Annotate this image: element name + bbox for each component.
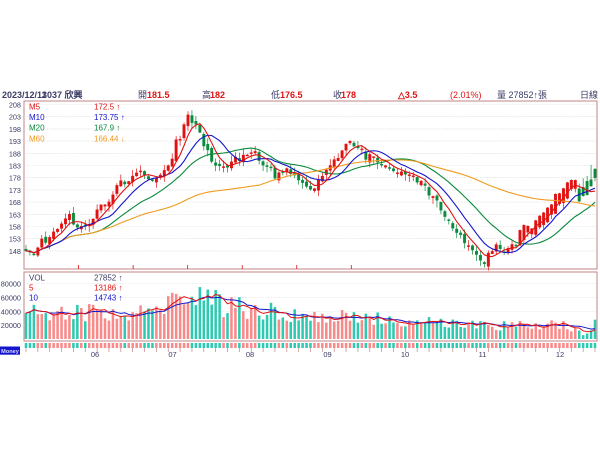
svg-text:08: 08 <box>246 350 254 359</box>
svg-text:173.75 ↑: 173.75 ↑ <box>94 113 125 122</box>
svg-text:183: 183 <box>9 162 21 171</box>
svg-text:M20: M20 <box>29 124 45 133</box>
svg-text:80000: 80000 <box>1 280 21 289</box>
svg-text:181.5: 181.5 <box>147 90 170 100</box>
svg-text:M10: M10 <box>29 113 45 122</box>
svg-text:173: 173 <box>9 186 21 195</box>
svg-text:148: 148 <box>9 247 21 256</box>
svg-text:11: 11 <box>479 350 487 359</box>
svg-text:182: 182 <box>210 90 225 100</box>
svg-text:203: 203 <box>9 113 21 122</box>
svg-text:208: 208 <box>9 101 21 110</box>
svg-text:M60: M60 <box>29 134 45 143</box>
svg-text:27852 ↑: 27852 ↑ <box>94 273 122 282</box>
svg-text:40000: 40000 <box>1 307 21 316</box>
svg-text:12: 12 <box>556 350 564 359</box>
svg-text:5: 5 <box>29 283 34 292</box>
svg-text:163: 163 <box>9 210 21 219</box>
svg-text:167.9 ↑: 167.9 ↑ <box>94 124 120 133</box>
svg-text:20000: 20000 <box>1 321 21 330</box>
svg-text:Money: Money <box>1 349 20 355</box>
svg-text:153: 153 <box>9 235 21 244</box>
svg-text:198: 198 <box>9 125 21 134</box>
svg-text:開: 開 <box>138 90 147 100</box>
svg-text:10: 10 <box>401 350 409 359</box>
svg-text:量 27852↑張: 量 27852↑張 <box>497 90 547 100</box>
svg-text:168: 168 <box>9 198 21 207</box>
svg-text:2023/12/11: 2023/12/11 <box>2 90 47 100</box>
svg-text:13186 ↑: 13186 ↑ <box>94 283 122 292</box>
svg-text:06: 06 <box>91 350 99 359</box>
svg-text:10: 10 <box>29 293 38 302</box>
svg-text:低: 低 <box>271 89 280 100</box>
svg-text:M5: M5 <box>29 102 41 111</box>
svg-text:166.44 ↓: 166.44 ↓ <box>94 134 125 143</box>
svg-text:09: 09 <box>323 350 331 359</box>
svg-text:158: 158 <box>9 223 21 232</box>
svg-text:188: 188 <box>9 149 21 158</box>
svg-text:3037 欣興: 3037 欣興 <box>42 89 83 100</box>
svg-text:VOL: VOL <box>29 273 46 282</box>
svg-text:60000: 60000 <box>1 293 21 302</box>
svg-text:日線: 日線 <box>580 89 598 100</box>
svg-text:193: 193 <box>9 137 21 146</box>
svg-text:(2.01%): (2.01%) <box>450 90 482 100</box>
svg-text:178: 178 <box>341 90 356 100</box>
svg-text:△3.5: △3.5 <box>397 90 417 100</box>
svg-text:07: 07 <box>168 350 176 359</box>
svg-text:178: 178 <box>9 174 21 183</box>
svg-text:176.5: 176.5 <box>280 90 303 100</box>
svg-text:172.5 ↑: 172.5 ↑ <box>94 102 120 111</box>
svg-text:14743 ↑: 14743 ↑ <box>94 293 122 302</box>
